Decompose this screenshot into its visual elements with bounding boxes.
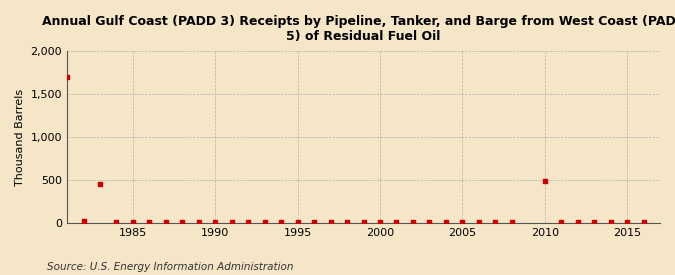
Point [276,220,287,224]
Point [78,218,89,223]
Point [457,220,468,224]
Point [226,220,237,224]
Point [61,75,72,79]
Point [490,220,501,224]
Y-axis label: Thousand Barrels: Thousand Barrels [15,89,25,186]
Point [539,179,550,183]
Point [325,220,336,224]
Point [144,220,155,224]
Point [243,220,254,224]
Point [161,220,171,224]
Point [342,220,352,224]
Title: Annual Gulf Coast (PADD 3) Receipts by Pipeline, Tanker, and Barge from West Coa: Annual Gulf Coast (PADD 3) Receipts by P… [42,15,675,43]
Point [210,220,221,224]
Point [177,220,188,224]
Point [441,220,452,224]
Point [391,220,402,224]
Point [292,220,303,224]
Point [605,220,616,224]
Point [424,220,435,224]
Point [358,220,369,224]
Text: Source: U.S. Energy Information Administration: Source: U.S. Energy Information Administ… [47,262,294,272]
Point [506,220,517,224]
Point [473,220,484,224]
Point [375,220,385,224]
Point [622,220,632,224]
Point [259,220,270,224]
Point [308,220,319,224]
Point [589,220,599,224]
Point [194,220,205,224]
Point [408,220,418,224]
Point [556,220,566,224]
Point [111,220,122,224]
Point [95,182,105,187]
Point [128,220,138,224]
Point [638,220,649,224]
Point [572,220,583,224]
